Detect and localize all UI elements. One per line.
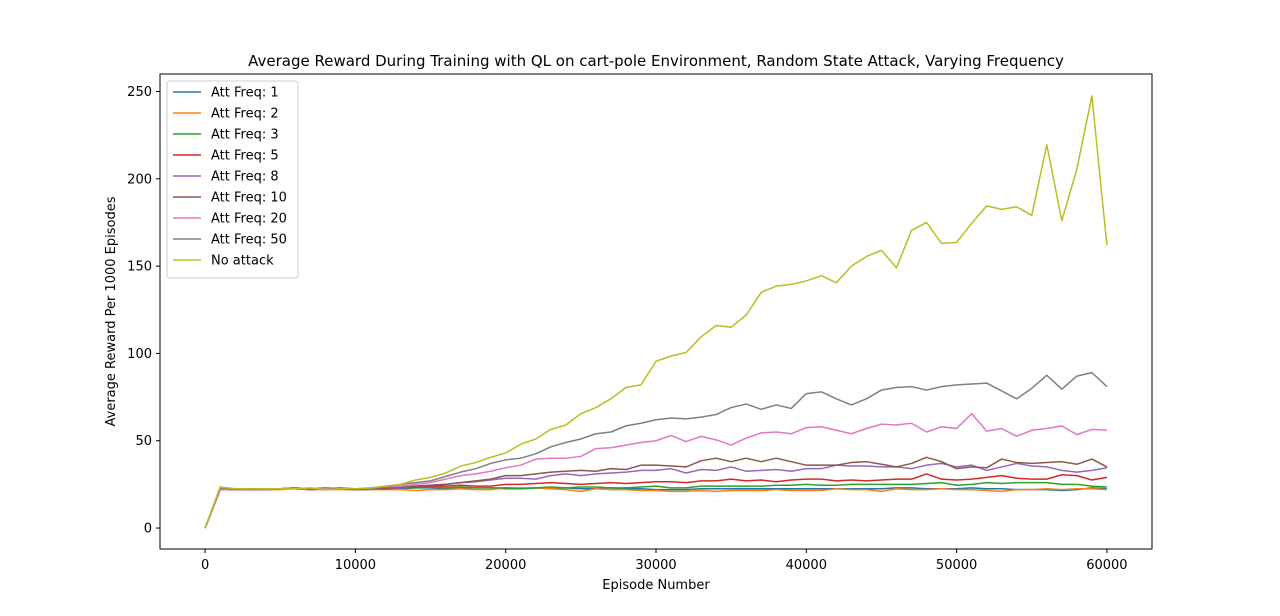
legend-entry-label: Att Freq: 2: [211, 107, 279, 122]
y-tick-label: 50: [135, 434, 152, 449]
x-tick-label: 0: [201, 558, 209, 573]
y-axis-label: Average Reward Per 1000 Episodes: [104, 196, 119, 426]
legend-entry-label: Att Freq: 20: [211, 212, 287, 227]
y-tick-label: 250: [127, 85, 152, 100]
x-tick-label: 40000: [786, 558, 827, 573]
series-line-9: [204, 95, 1108, 529]
series-layer: [204, 95, 1108, 529]
y-tick-label: 0: [144, 522, 152, 537]
x-tick-label: 50000: [936, 558, 977, 573]
y-axis: 0 50 100 150 200 250: [127, 85, 160, 537]
legend: Att Freq: 1 Att Freq: 2 Att Freq: 3 Att Fre…: [166, 80, 299, 279]
legend-entry-label: Att Freq: 10: [211, 191, 287, 206]
y-tick-label: 150: [127, 260, 152, 275]
series-line-6: [204, 456, 1108, 529]
x-tick-label: 10000: [335, 558, 376, 573]
x-axis-label: Episode Number: [602, 578, 710, 593]
x-axis: 0 10000 20000 30000 40000 50000 60000: [201, 549, 1128, 573]
legend-entry-label: Att Freq: 8: [211, 170, 279, 185]
chart-title: Average Reward During Training with QL o…: [248, 52, 1064, 70]
legend-entry-label: Att Freq: 1: [211, 86, 279, 101]
legend-entry-label: No attack: [211, 254, 274, 269]
x-tick-label: 30000: [635, 558, 676, 573]
y-tick-label: 200: [127, 172, 152, 187]
x-tick-label: 60000: [1086, 558, 1127, 573]
x-tick-label: 20000: [485, 558, 526, 573]
legend-entry-label: Att Freq: 50: [211, 233, 287, 248]
legend-entry-label: Att Freq: 3: [211, 128, 279, 143]
legend-box: [166, 80, 299, 279]
legend-entry-label: Att Freq: 5: [211, 149, 279, 164]
y-tick-label: 100: [127, 347, 152, 362]
